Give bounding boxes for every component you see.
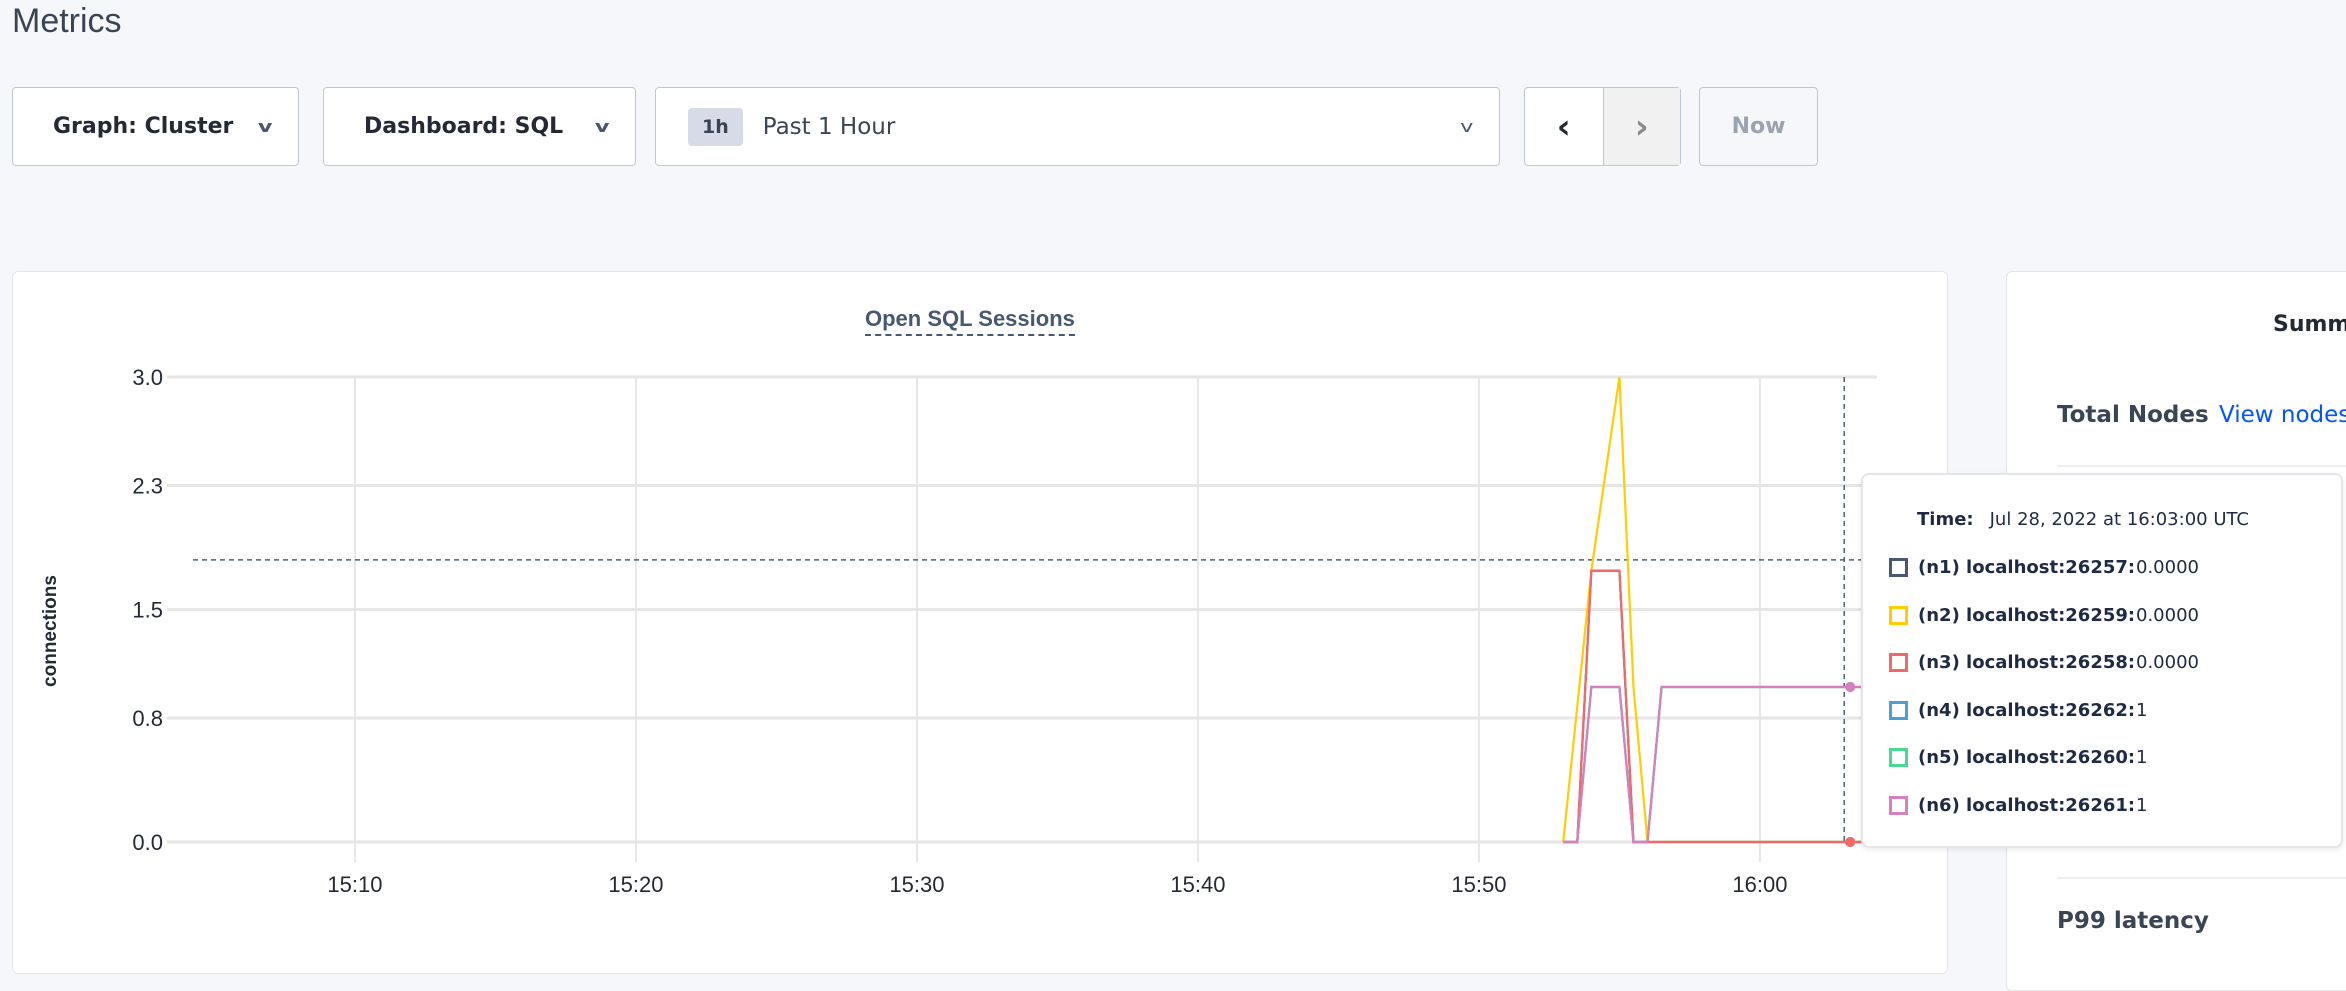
chart-title: Open SQL Sessions — [865, 306, 1075, 336]
hover-point — [1845, 682, 1856, 692]
tooltip-series-label: (n4) localhost:26262: — [1918, 699, 2136, 721]
total-nodes-label: Total Nodes — [2057, 402, 2209, 428]
y-tick-label: 2.3 — [132, 474, 163, 499]
tooltip-series-value: 0.0000 — [2136, 604, 2199, 626]
chevron-down-icon: v — [1459, 117, 1473, 136]
legend-swatch-icon — [1889, 558, 1908, 577]
previous-button[interactable]: ‹ — [1556, 106, 1571, 147]
tooltip-series-label: (n1) localhost:26257: — [1918, 557, 2136, 578]
divider — [2057, 465, 2346, 467]
legend-swatch-icon — [1889, 653, 1908, 672]
view-nodes-link[interactable]: View nodes — [2219, 402, 2346, 428]
y-tick-label: 3.0 — [132, 365, 163, 390]
next-button[interactable]: › — [1602, 88, 1680, 165]
x-tick-label: 15:30 — [889, 872, 944, 897]
tooltip-series-value: 0.0000 — [2136, 557, 2199, 578]
chevron-down-icon: v — [594, 117, 610, 136]
tooltip-row: (n2) localhost:26259: 0.0000 — [1889, 605, 2199, 626]
x-tick-label: 15:40 — [1170, 872, 1225, 897]
tooltip-row: (n4) localhost:26262: 1 — [1889, 700, 2147, 721]
tooltip-series-label: (n2) localhost:26259: — [1918, 604, 2136, 626]
chart-card — [12, 271, 1948, 974]
range-badge: 1h — [688, 107, 743, 146]
legend-swatch-icon — [1889, 700, 1908, 720]
hover-point — [1845, 837, 1856, 847]
now-button[interactable]: Now — [1699, 87, 1818, 166]
graph-select[interactable]: Graph: Cluster v — [12, 87, 299, 166]
chart-plot[interactable]: 15:10 15:20 15:30 15:40 15:50 16:00 0.0 0.8 1.5 2… — [0, 0, 1948, 974]
series-line — [1563, 569, 1845, 844]
tooltip-series-value: 1 — [2136, 747, 2148, 768]
tooltip-series-label: (n3) localhost:26258: — [1918, 652, 2136, 673]
x-tick-label: 15:20 — [608, 872, 663, 897]
time-nav-group: ‹ › — [1524, 87, 1681, 166]
x-tick-label: 15:50 — [1451, 872, 1506, 897]
dashboard-select-label: Dashboard: SQL — [364, 114, 564, 139]
tooltip-time-value: Jul 28, 2022 at 16:03:00 UTC — [1989, 509, 2249, 530]
series-line — [1563, 685, 1845, 844]
chart-tooltip: Time: Jul 28, 2022 at 16:03:00 UTC (n1) … — [1861, 473, 2343, 848]
tooltip-row: (n6) localhost:26261: 1 — [1889, 795, 2147, 816]
graph-select-label: Graph: Cluster — [53, 114, 234, 139]
time-range-select[interactable]: 1h Past 1 Hour v — [655, 87, 1500, 166]
summary-title: Summ — [2273, 312, 2346, 337]
range-label: Past 1 Hour — [762, 113, 896, 140]
y-tick-label: 0.0 — [132, 830, 163, 855]
legend-swatch-icon — [1889, 605, 1908, 625]
y-tick-label: 1.5 — [132, 598, 163, 623]
tooltip-series-label: (n5) localhost:26260: — [1918, 747, 2136, 768]
p99-latency-label: P99 latency — [2057, 908, 2209, 934]
legend-swatch-icon — [1889, 795, 1908, 815]
x-tick-label: 15:10 — [327, 872, 382, 897]
tooltip-series-value: 1 — [2136, 794, 2148, 816]
tooltip-row: (n5) localhost:26260: 1 — [1889, 747, 2147, 768]
y-tick-label: 0.8 — [132, 706, 163, 731]
x-tick-label: 16:00 — [1732, 872, 1787, 897]
chevron-down-icon: v — [257, 117, 273, 136]
tooltip-row: (n3) localhost:26258: 0.0000 — [1889, 652, 2199, 673]
tooltip-row: (n1) localhost:26257: 0.0000 — [1889, 557, 2199, 578]
tooltip-series-value: 1 — [2136, 699, 2148, 721]
divider — [2057, 877, 2346, 879]
series-line — [1563, 685, 1845, 844]
tooltip-series-label: (n6) localhost:26261: — [1918, 794, 2136, 816]
tooltip-time-label: Time: — [1917, 509, 1974, 530]
legend-swatch-icon — [1889, 748, 1908, 767]
tooltip-series-value: 0.0000 — [2136, 652, 2199, 673]
dashboard-select[interactable]: Dashboard: SQL v — [323, 87, 636, 166]
series-line — [1563, 569, 1845, 844]
page-title: Metrics — [12, 2, 122, 40]
series-line — [1563, 685, 1845, 844]
